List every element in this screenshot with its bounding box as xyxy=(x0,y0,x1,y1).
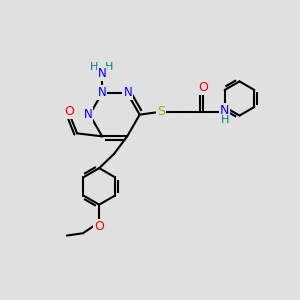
Text: N: N xyxy=(84,108,92,121)
Text: N: N xyxy=(220,104,230,117)
Text: H: H xyxy=(104,62,113,72)
Text: N: N xyxy=(98,86,106,99)
Text: N: N xyxy=(123,86,132,99)
Text: O: O xyxy=(64,105,74,119)
Text: N: N xyxy=(98,68,106,80)
Text: S: S xyxy=(157,105,165,118)
Text: H: H xyxy=(220,115,229,125)
Text: H: H xyxy=(90,62,98,72)
Text: O: O xyxy=(94,220,104,232)
Text: O: O xyxy=(198,81,208,94)
